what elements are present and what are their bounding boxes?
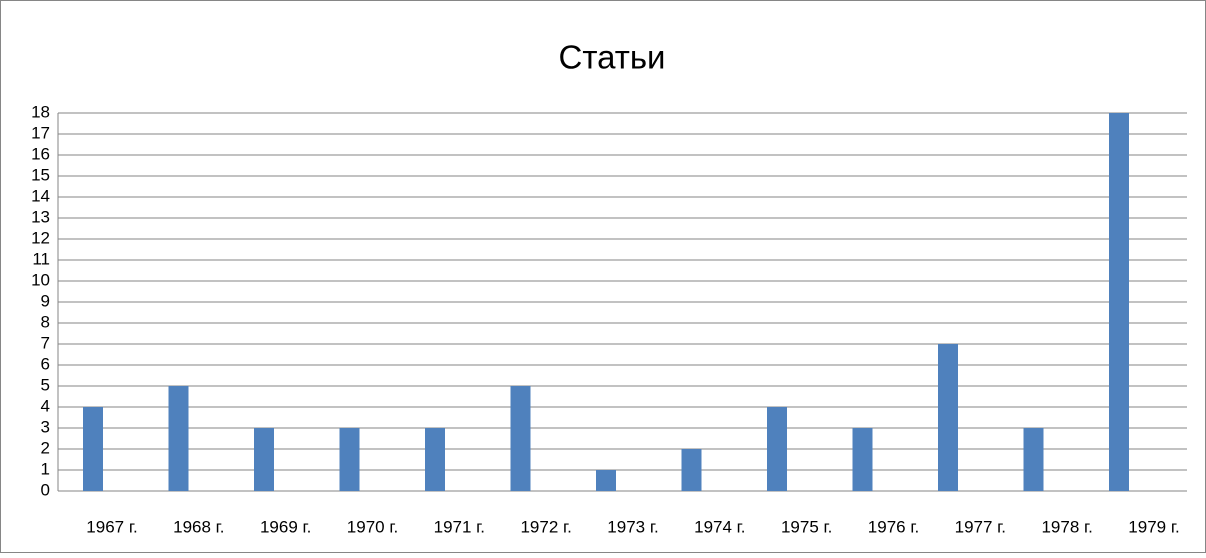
bar xyxy=(425,428,445,491)
x-tick-label: 1968 г. xyxy=(173,517,224,536)
bar xyxy=(1023,428,1044,491)
y-tick-label: 12 xyxy=(31,228,50,247)
bar xyxy=(1109,113,1129,491)
y-tick-label: 1 xyxy=(41,459,50,478)
bar xyxy=(596,470,616,491)
y-tick-label: 13 xyxy=(31,207,50,226)
y-tick-label: 0 xyxy=(41,480,50,499)
x-tick-label: 1979 г. xyxy=(1128,517,1179,536)
bar xyxy=(339,428,360,491)
x-tick-label: 1975 г. xyxy=(781,517,832,536)
y-tick-label: 2 xyxy=(41,438,50,457)
x-tick-label: 1972 г. xyxy=(520,517,571,536)
x-tick-label: 1970 г. xyxy=(347,517,398,536)
y-tick-label: 5 xyxy=(41,375,50,394)
y-tick-label: 4 xyxy=(41,396,50,415)
bar xyxy=(938,344,958,491)
x-tick-label: 1969 г. xyxy=(260,517,311,536)
y-tick-label: 11 xyxy=(32,249,50,268)
chart-title: Статьи xyxy=(559,39,666,76)
bar xyxy=(510,386,531,491)
x-tick-label: 1971 г. xyxy=(434,517,485,536)
bar xyxy=(83,407,103,491)
bar xyxy=(254,428,274,491)
y-tick-label: 18 xyxy=(31,102,50,121)
y-tick-label: 16 xyxy=(31,144,50,163)
x-tick-label: 1976 г. xyxy=(868,517,919,536)
y-tick-label: 8 xyxy=(41,312,50,331)
x-tick-label: 1973 г. xyxy=(607,517,658,536)
bar xyxy=(767,407,787,491)
y-tick-label: 3 xyxy=(41,417,50,436)
x-tick-label: 1974 г. xyxy=(694,517,745,536)
bar xyxy=(168,386,189,491)
y-tick-label: 7 xyxy=(41,333,50,352)
x-tick-label: 1967 г. xyxy=(86,517,137,536)
y-tick-label: 15 xyxy=(31,165,50,184)
y-tick-label: 9 xyxy=(41,291,50,310)
bar xyxy=(852,428,873,491)
bar xyxy=(681,449,702,491)
y-tick-label: 14 xyxy=(31,186,50,205)
y-tick-label: 10 xyxy=(31,270,50,289)
y-tick-label: 17 xyxy=(31,123,50,142)
x-tick-label: 1977 г. xyxy=(955,517,1006,536)
x-tick-label: 1978 г. xyxy=(1041,517,1092,536)
y-tick-label: 6 xyxy=(41,354,50,373)
